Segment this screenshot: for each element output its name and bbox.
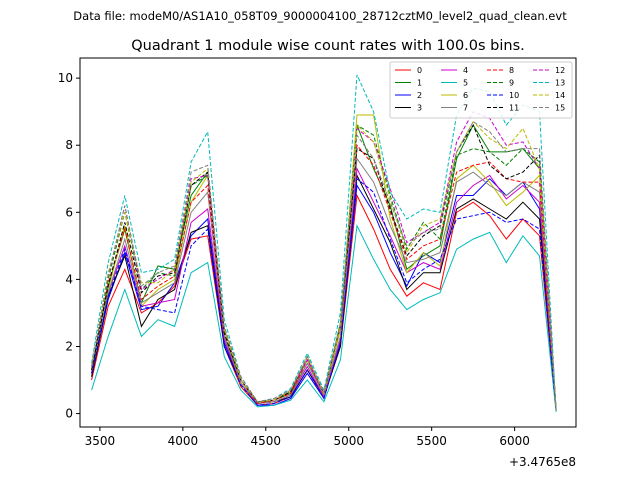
series-line-15: [91, 121, 557, 411]
x-tick-label: 4500: [251, 434, 282, 448]
x-tick-label: 3500: [85, 434, 116, 448]
legend-label-9: 9: [509, 79, 514, 88]
axes-frame: [79, 57, 577, 428]
legend-label-12: 12: [555, 66, 565, 75]
figure-suptitle: Data file: modeM0/AS1A10_058T09_90000041…: [73, 9, 567, 23]
legend-label-14: 14: [555, 91, 565, 100]
y-axis: 0 2 4 6 8 10: [58, 71, 80, 421]
legend-label-11: 11: [509, 104, 519, 113]
series-line-5: [91, 223, 557, 412]
legend-box: [389, 61, 573, 119]
y-tick-label: 2: [65, 339, 73, 353]
legend-label-4: 4: [463, 66, 468, 75]
series-line-7: [91, 157, 557, 411]
legend-label-0: 0: [417, 66, 422, 75]
legend-label-15: 15: [555, 104, 565, 113]
plot-lines: [91, 74, 557, 412]
x-tick-label: 5500: [416, 434, 447, 448]
series-line-8: [91, 143, 557, 411]
series-line-14: [91, 120, 557, 411]
x-tick-label: 5000: [333, 434, 364, 448]
x-tick-label: 6000: [499, 434, 530, 448]
legend-label-7: 7: [463, 104, 468, 113]
legend-label-10: 10: [509, 91, 519, 100]
y-tick-label: 4: [65, 272, 73, 286]
legend-label-3: 3: [417, 104, 422, 113]
x-tick-label: 4000: [168, 434, 199, 448]
legend-label-1: 1: [417, 79, 422, 88]
y-tick-label: 0: [65, 407, 73, 421]
y-tick-label: 10: [58, 71, 73, 85]
chart-title: Quadrant 1 module wise count rates with …: [131, 38, 525, 54]
legend-label-5: 5: [463, 79, 468, 88]
x-axis: 3500 4000 4500 5000 5500 6000: [85, 427, 530, 448]
legend-label-13: 13: [555, 79, 565, 88]
legend-label-2: 2: [417, 91, 422, 100]
x-axis-offset-label: +3.4765e8: [509, 455, 576, 469]
legend-label-6: 6: [463, 91, 468, 100]
y-tick-label: 8: [65, 138, 73, 152]
y-tick-label: 6: [65, 205, 73, 219]
legend-label-8: 8: [509, 66, 514, 75]
series-line-10: [91, 177, 557, 411]
